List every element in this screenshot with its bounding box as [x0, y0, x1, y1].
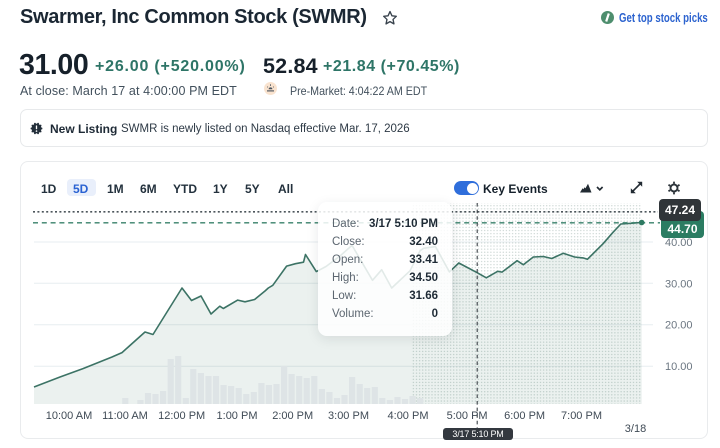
svg-text:20.00: 20.00 — [665, 320, 693, 332]
svg-text:10.00: 10.00 — [665, 361, 693, 373]
svg-text:10:00 AM: 10:00 AM — [46, 410, 92, 422]
svg-text:1:00 PM: 1:00 PM — [217, 410, 258, 422]
svg-text:3:00 PM: 3:00 PM — [328, 410, 369, 422]
svg-text:7:00 PM: 7:00 PM — [561, 410, 602, 422]
svg-text:4:00 PM: 4:00 PM — [388, 410, 429, 422]
svg-text:40.00: 40.00 — [665, 237, 693, 249]
svg-text:6:00 PM: 6:00 PM — [504, 410, 545, 422]
svg-text:30.00: 30.00 — [665, 278, 693, 290]
svg-text:5:00 PM: 5:00 PM — [447, 410, 488, 422]
svg-text:3/18: 3/18 — [625, 423, 646, 435]
svg-text:12:00 PM: 12:00 PM — [158, 410, 205, 422]
svg-text:11:00 AM: 11:00 AM — [102, 410, 148, 422]
svg-text:2:00 PM: 2:00 PM — [272, 410, 313, 422]
